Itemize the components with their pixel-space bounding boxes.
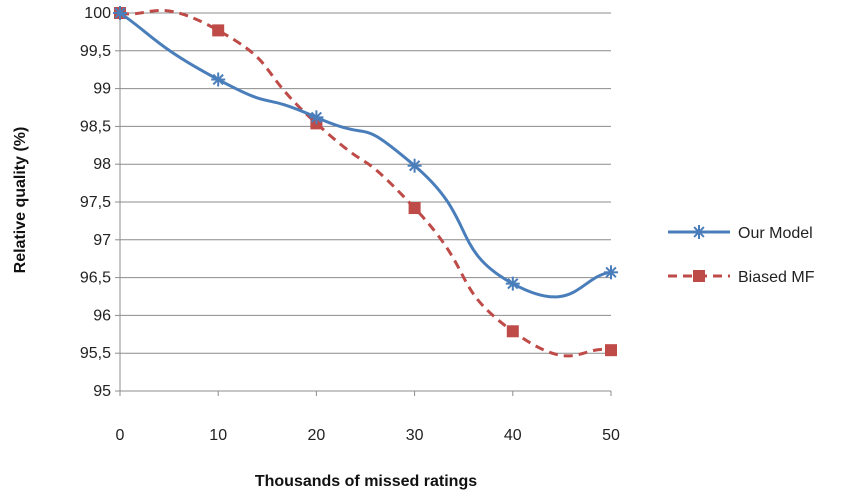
axes: [115, 12, 612, 396]
data-point-biased-mf: [506, 325, 519, 338]
y-tick-label: 98: [93, 156, 111, 173]
x-tick-labels: 0 10 20 30 40 50: [116, 427, 620, 444]
y-tick-label: 100: [84, 5, 111, 22]
y-tick-label: 96: [93, 307, 111, 324]
data-point-our-model: [113, 6, 127, 20]
data-point-biased-mf: [408, 202, 421, 215]
data-point-biased-mf: [605, 344, 617, 357]
series-line-biased-mf: [119, 9, 612, 358]
y-tick-labels: 95 95,5 96 96,5 97 97,5 98 98,5 99 99,5 100: [80, 5, 111, 400]
legend-item-biased-mf: Biased MF: [668, 269, 815, 286]
x-tick-label: 20: [308, 427, 326, 444]
legend: Our Model Biased MF: [668, 225, 815, 286]
y-axis-title: Relative quality (%): [12, 127, 29, 274]
legend-marker-our-model: [692, 225, 706, 239]
legend-item-our-model: Our Model: [668, 225, 813, 242]
data-point-our-model: [211, 72, 226, 87]
grid: [120, 12, 611, 392]
legend-marker-biased-mf: [693, 270, 705, 282]
series-our-model: [113, 6, 618, 299]
series-layer: [113, 6, 618, 358]
data-point-biased-mf: [212, 24, 225, 37]
series-biased-mf: [114, 7, 617, 358]
x-axis-title: Thousands of missed ratings: [255, 473, 477, 490]
data-point-our-model: [309, 110, 324, 125]
x-tick-label: 50: [602, 427, 620, 444]
y-tick-label: 95,5: [80, 345, 111, 362]
x-tick-label: 10: [209, 427, 227, 444]
legend-label-biased-mf: Biased MF: [738, 269, 815, 286]
x-tick-label: 30: [406, 427, 424, 444]
y-tick-label: 97: [93, 232, 111, 249]
legend-label-our-model: Our Model: [738, 225, 813, 242]
y-tick-label: 97,5: [80, 194, 111, 211]
y-tick-label: 99,5: [80, 43, 111, 60]
x-tick-label: 0: [116, 427, 125, 444]
y-tick-label: 98,5: [80, 118, 111, 135]
data-point-our-model: [604, 265, 618, 280]
y-tick-label: 95: [93, 383, 111, 400]
x-tick-label: 40: [504, 427, 522, 444]
y-tick-label: 96,5: [80, 270, 111, 287]
series-line-our-model: [119, 11, 612, 299]
y-tick-label: 99: [93, 81, 111, 98]
data-point-our-model: [505, 276, 520, 291]
data-point-our-model: [407, 158, 422, 173]
